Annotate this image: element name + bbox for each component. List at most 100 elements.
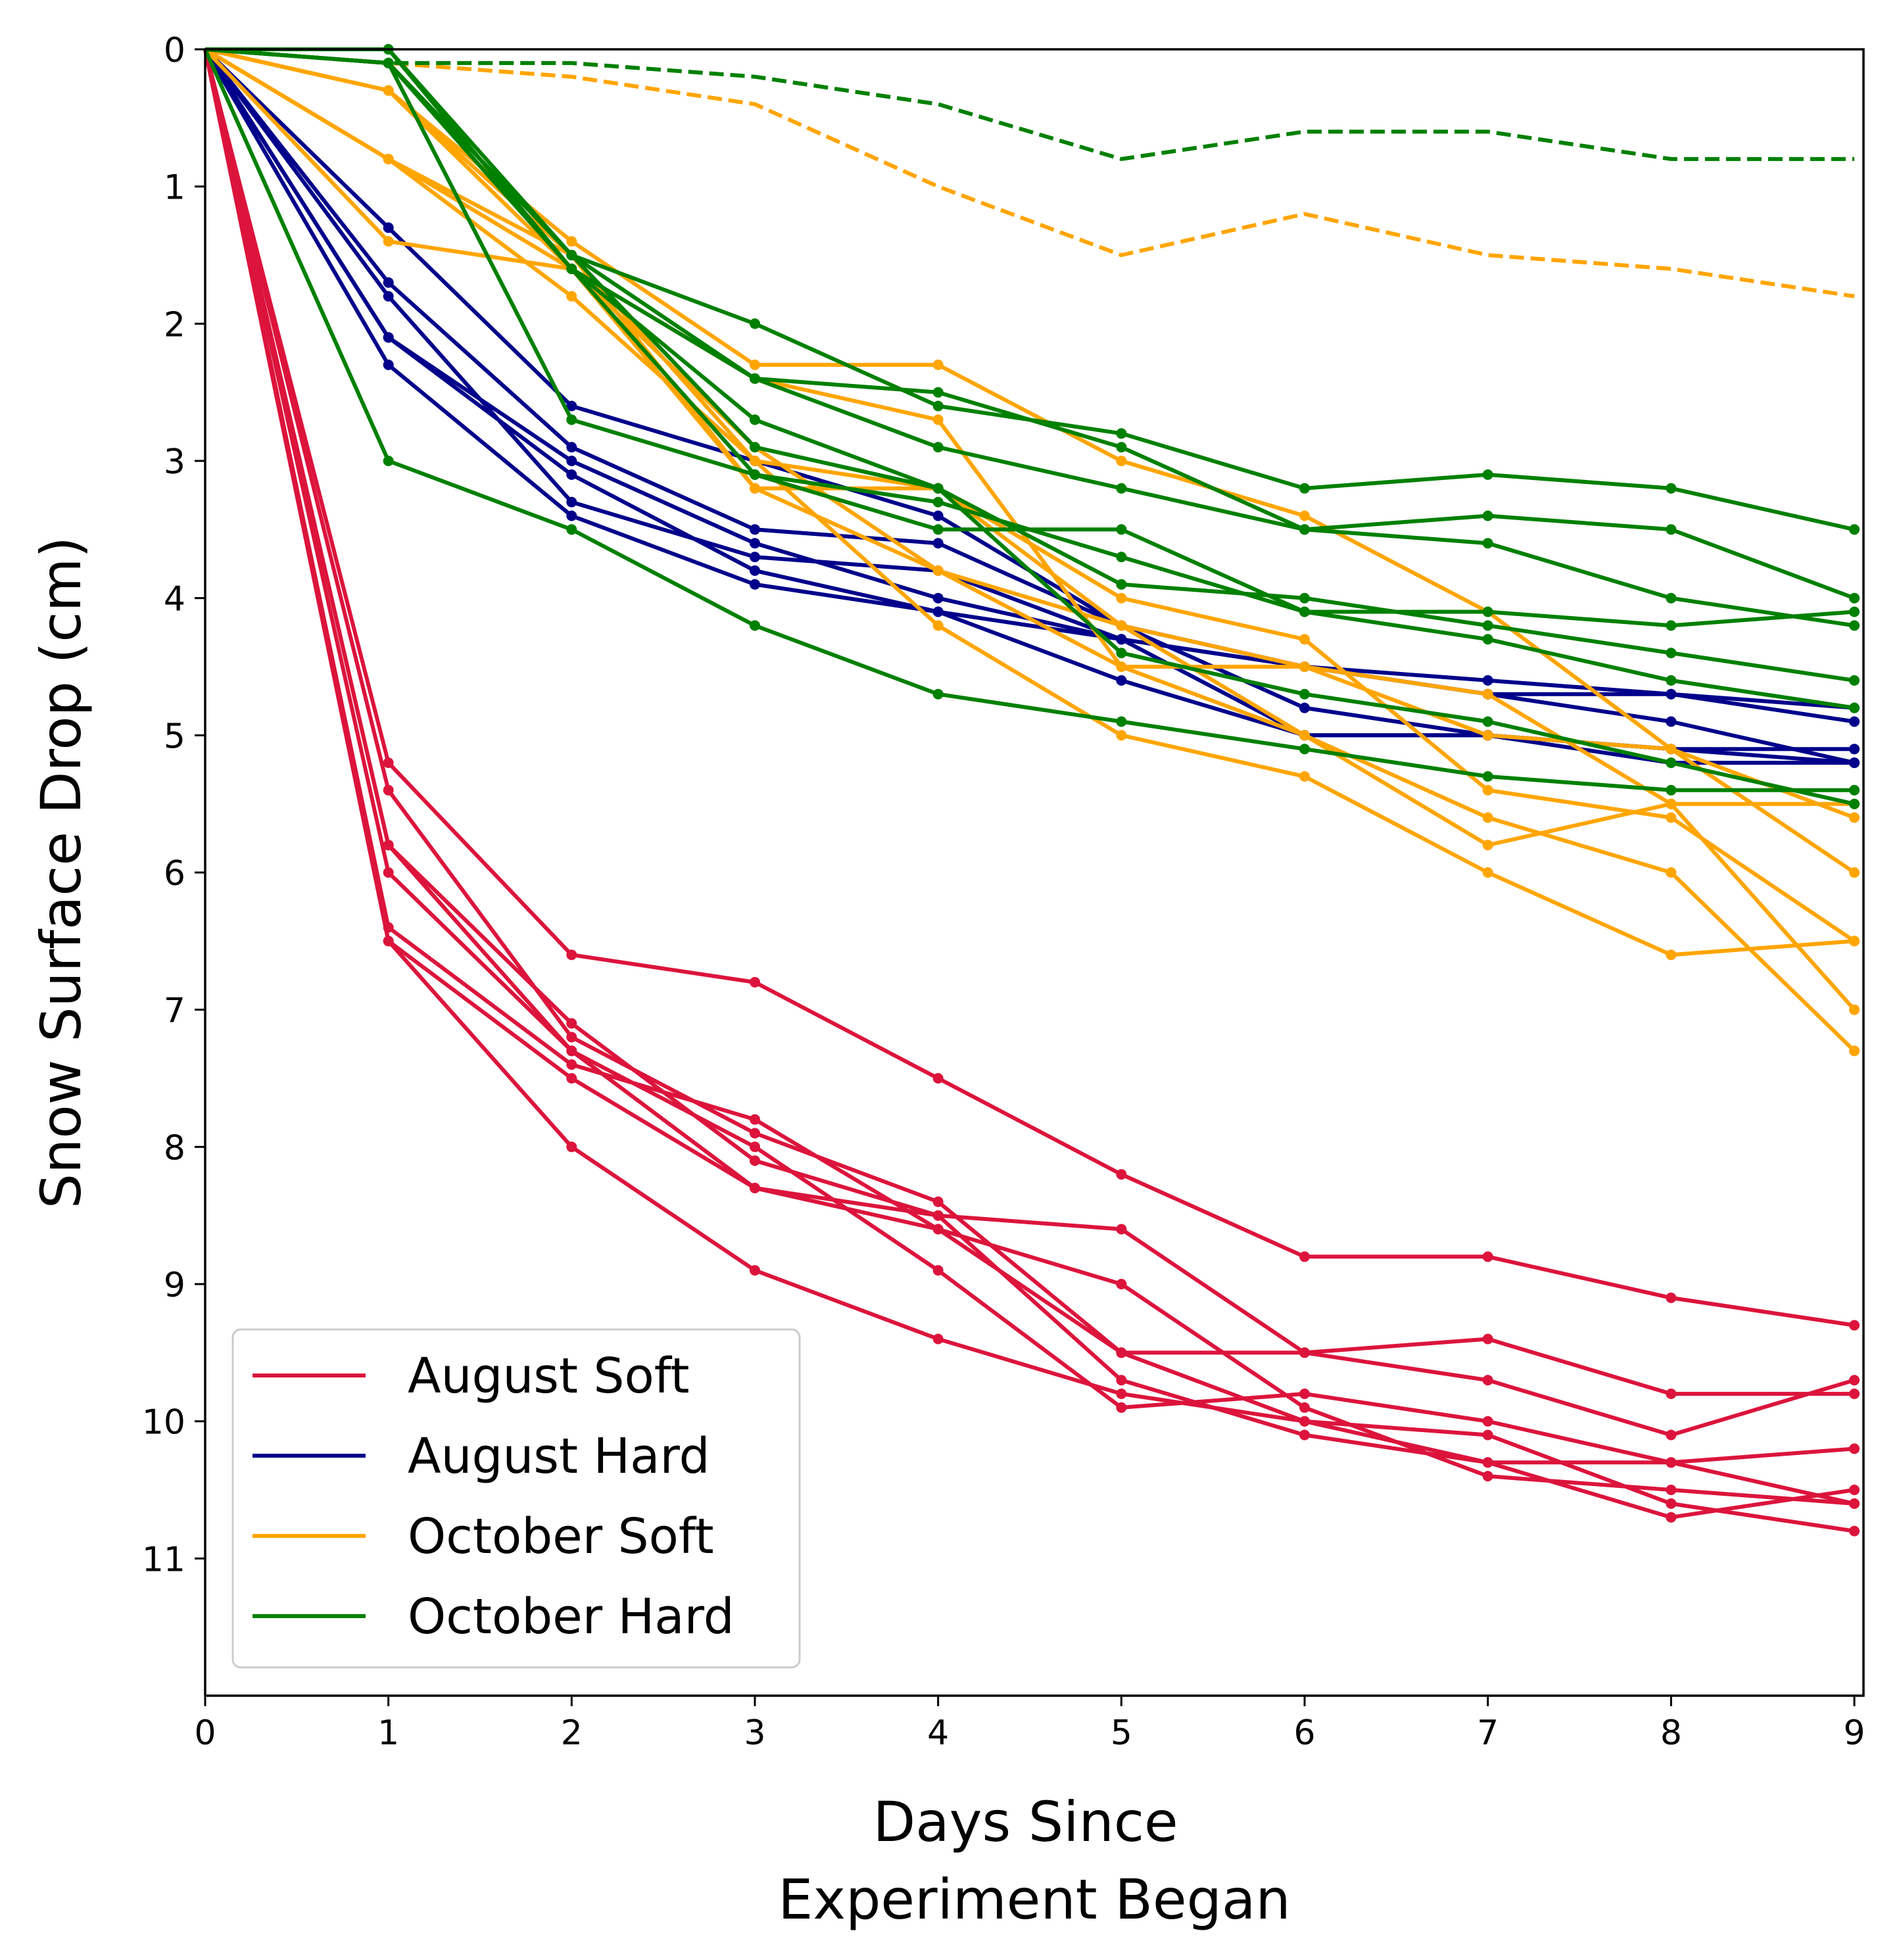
legend-item: August Hard	[252, 1428, 710, 1485]
data-point	[932, 1265, 944, 1276]
data-point	[1482, 1416, 1493, 1427]
data-point	[1849, 812, 1860, 823]
data-point	[1299, 1251, 1310, 1262]
data-point	[1116, 620, 1127, 631]
data-point	[932, 592, 944, 604]
series-line	[204, 47, 1855, 628]
data-point	[932, 359, 944, 370]
series-23	[204, 47, 1855, 161]
x-tick-label: 2	[561, 1713, 583, 1753]
series-8	[203, 49, 1860, 1537]
data-point	[566, 263, 577, 274]
series-6	[203, 49, 1860, 1509]
data-point	[1116, 730, 1127, 741]
series-line	[204, 47, 1855, 682]
legend-item: August Soft	[252, 1348, 690, 1404]
data-point	[566, 1032, 577, 1043]
data-point	[1666, 675, 1677, 686]
data-point	[383, 153, 394, 164]
data-point	[1299, 592, 1310, 604]
data-point	[1849, 592, 1860, 604]
data-point	[383, 291, 394, 302]
data-point	[566, 442, 577, 453]
data-point	[1849, 1388, 1860, 1399]
data-point	[750, 524, 760, 535]
data-point	[1299, 510, 1310, 521]
data-point	[1299, 634, 1310, 645]
data-point	[1849, 1045, 1860, 1057]
y-tick-label: 8	[164, 1128, 185, 1168]
series-line	[203, 49, 1855, 1533]
data-point	[1299, 1416, 1310, 1427]
data-point	[750, 1128, 760, 1139]
data-point	[932, 414, 944, 425]
data-point	[1116, 1347, 1127, 1358]
x-tick-label: 8	[1660, 1713, 1682, 1753]
series-line	[203, 49, 1855, 1506]
data-point	[1482, 538, 1493, 549]
data-point	[1482, 620, 1493, 631]
data-point	[1116, 592, 1127, 604]
data-point	[1666, 1498, 1677, 1509]
series-line	[204, 47, 1855, 848]
series-line	[205, 47, 1855, 806]
data-point	[383, 57, 394, 68]
series-line	[203, 49, 1855, 1506]
data-point	[932, 565, 944, 576]
legend-box	[231, 1328, 801, 1669]
legend-item: October Soft	[252, 1508, 714, 1565]
data-point	[1666, 620, 1677, 631]
series-29	[204, 47, 1860, 631]
y-tick-label: 4	[164, 580, 185, 619]
data-point	[932, 483, 944, 494]
x-tick-label: 5	[1111, 1713, 1132, 1753]
data-point	[1666, 716, 1677, 727]
data-point	[1116, 1169, 1127, 1180]
data-point	[1482, 771, 1493, 782]
data-point	[1666, 688, 1677, 700]
data-point	[1666, 483, 1677, 494]
legend-label: October Soft	[408, 1508, 714, 1565]
data-point	[1849, 702, 1860, 713]
data-point	[1116, 579, 1127, 590]
legend-label: October Hard	[408, 1589, 734, 1645]
series-line	[203, 49, 1855, 1437]
data-point	[750, 318, 760, 329]
data-point	[1482, 730, 1493, 741]
data-point	[1482, 510, 1493, 521]
data-point	[1116, 1279, 1127, 1289]
data-point	[1849, 784, 1860, 796]
data-point	[750, 565, 760, 576]
data-point	[1849, 867, 1860, 878]
series-line	[203, 49, 1855, 1327]
data-point	[1666, 1292, 1677, 1303]
data-point	[1116, 661, 1127, 672]
data-point	[932, 496, 944, 508]
data-point	[1116, 1388, 1127, 1399]
y-tick-label: 3	[164, 442, 185, 482]
data-point	[1482, 840, 1493, 851]
data-point	[566, 414, 577, 425]
data-point	[383, 867, 394, 878]
data-point	[750, 579, 760, 590]
data-point	[1299, 606, 1310, 617]
data-point	[932, 1224, 944, 1235]
data-point	[1666, 757, 1677, 769]
series-line	[203, 49, 1855, 1465]
data-point	[1116, 634, 1127, 645]
data-point	[1666, 949, 1677, 961]
data-point	[566, 1059, 577, 1070]
data-point	[383, 936, 394, 947]
data-point	[1666, 1485, 1677, 1495]
data-point	[1482, 469, 1493, 480]
data-point	[932, 620, 944, 631]
series-15	[204, 47, 1855, 299]
data-point	[1299, 1429, 1310, 1441]
data-point	[1849, 1443, 1860, 1454]
data-point	[1666, 784, 1677, 796]
y-axis: 0 1 2 3 4 5 6 7 8 9 10 11	[142, 31, 205, 1579]
data-point	[1116, 483, 1127, 494]
series-line	[203, 48, 1855, 792]
data-point	[750, 976, 760, 988]
data-point	[383, 85, 394, 96]
